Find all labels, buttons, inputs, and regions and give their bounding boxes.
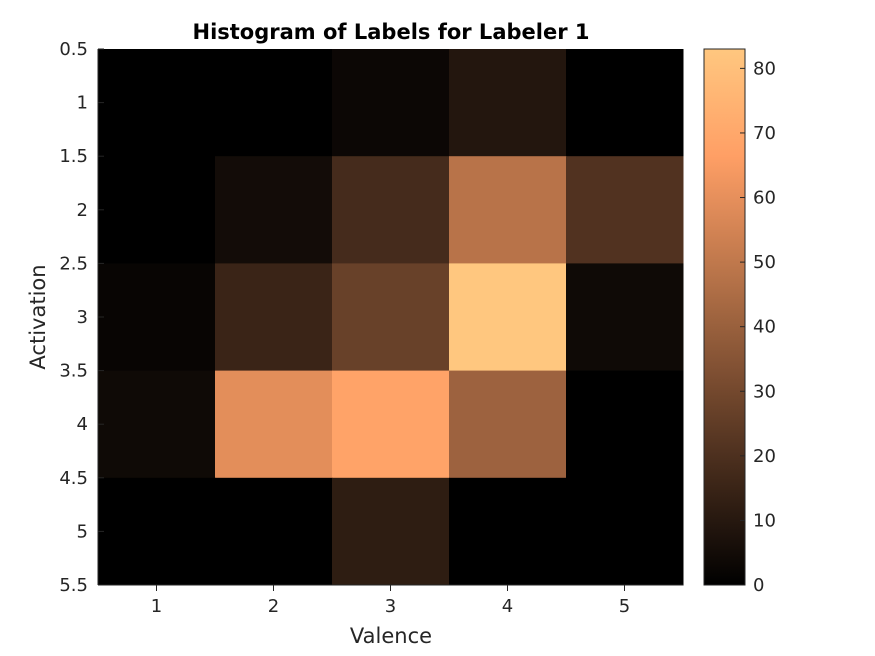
heatmap-cell-r3-c2	[215, 263, 333, 372]
heatmap-cell-r2-c4	[449, 156, 567, 264]
heatmap-cell-r1-c1	[98, 49, 216, 157]
heatmap-cell-r2-c5	[566, 156, 684, 264]
heatmap-cell-r3-c4	[449, 263, 567, 372]
heatmap-cell-r3-c1	[98, 263, 216, 372]
heatmap-cell-r4-c2	[215, 370, 333, 479]
y-axis-label: Activation	[26, 264, 50, 369]
x-axis-ticks: 1 2 3 4 5	[151, 585, 630, 617]
y-axis-ticks: 0.5 1 1.5 2 2.5 3 3.5 4 4.5 5 5.5	[59, 39, 104, 596]
y-tick-label: 5	[77, 521, 88, 542]
y-tick-label: 0.5	[59, 39, 88, 60]
heatmap-cell-r3-c3	[332, 263, 450, 372]
chart-title: Histogram of Labels for Labeler 1	[193, 20, 590, 44]
colorbar-tick-label: 0	[753, 575, 764, 596]
y-tick-label: 4.5	[59, 468, 88, 489]
colorbar-tick-label: 10	[753, 510, 776, 531]
colorbar-tick-label: 40	[753, 317, 776, 338]
heatmap-cell-r5-c1	[98, 477, 216, 586]
heatmap-cell-r1-c5	[566, 49, 684, 157]
y-tick-label: 2	[77, 200, 88, 221]
heatmap-cell-r2-c2	[215, 156, 333, 264]
heatmap-cell-r1-c2	[215, 49, 333, 157]
heatmap-cell-r5-c2	[215, 477, 333, 586]
heatmap-cell-r1-c3	[332, 49, 450, 157]
heatmap-cell-r4-c1	[98, 370, 216, 479]
heatmap-cells	[98, 49, 684, 586]
heatmap-cell-r4-c5	[566, 370, 684, 479]
y-tick-label: 1	[77, 93, 88, 114]
heatmap-cell-r2-c3	[332, 156, 450, 264]
heatmap-cell-r5-c4	[449, 477, 567, 586]
heatmap-cell-r5-c5	[566, 477, 684, 586]
x-tick-label: 5	[619, 596, 630, 617]
x-tick-label: 2	[268, 596, 279, 617]
heatmap-cell-r5-c3	[332, 477, 450, 586]
y-tick-label: 3	[77, 307, 88, 328]
x-tick-label: 1	[151, 596, 162, 617]
y-tick-label: 1.5	[59, 146, 88, 167]
x-axis-label: Valence	[350, 624, 432, 648]
heatmap-cell-r2-c1	[98, 156, 216, 264]
y-tick-label: 3.5	[59, 361, 88, 382]
x-tick-label: 4	[502, 596, 513, 617]
heatmap-cell-r4-c3	[332, 370, 450, 479]
heatmap-cell-r3-c5	[566, 263, 684, 372]
y-tick-label: 4	[77, 414, 88, 435]
heatmap-cell-r4-c4	[449, 370, 567, 479]
colorbar: 0 10 20 30 40 50 60 70 80	[703, 48, 776, 596]
y-tick-label: 2.5	[59, 253, 88, 274]
y-tick-label: 5.5	[59, 575, 88, 596]
colorbar-tick-label: 70	[753, 123, 776, 144]
colorbar-tick-label: 30	[753, 381, 776, 402]
colorbar-tick-label: 20	[753, 446, 776, 467]
x-tick-label: 3	[385, 596, 396, 617]
colorbar-tick-label: 50	[753, 252, 776, 273]
colorbar-tick-label: 80	[753, 58, 776, 79]
colorbar-tick-label: 60	[753, 188, 776, 209]
colorbar-gradient	[703, 48, 746, 586]
heatmap-cell-r1-c4	[449, 49, 567, 157]
